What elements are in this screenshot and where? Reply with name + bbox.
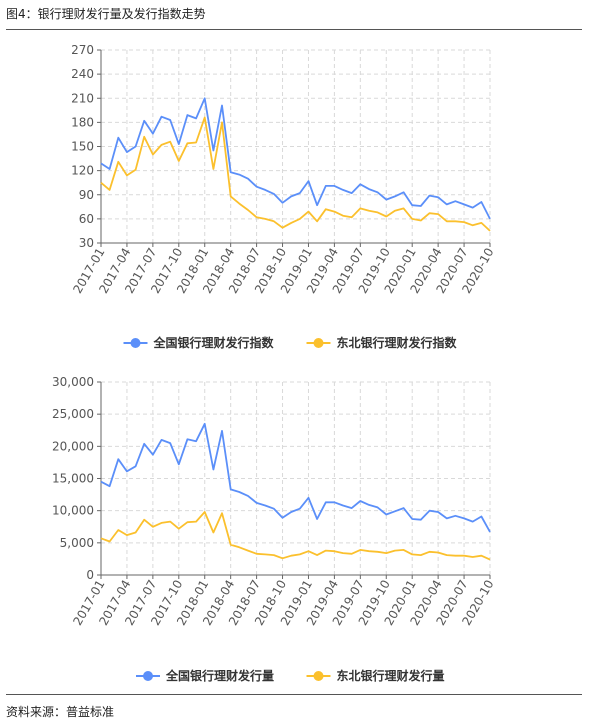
y-tick-label: 180 xyxy=(71,115,94,129)
y-tick-label: 60 xyxy=(79,212,94,226)
bottom-rule xyxy=(6,694,582,695)
legend-item-1[interactable]: 东北银行理财发行量 xyxy=(306,668,445,683)
y-tick-label: 25,000 xyxy=(52,407,94,421)
legend-label: 全国银行理财发行量 xyxy=(165,668,274,683)
y-tick-label: 210 xyxy=(71,91,94,105)
y-tick-label: 270 xyxy=(71,43,94,57)
legend-label: 东北银行理财发行指数 xyxy=(337,335,458,350)
y-tick-label: 20,000 xyxy=(52,439,94,453)
series-line-0 xyxy=(100,422,491,533)
y-tick-label: 5,000 xyxy=(60,536,94,550)
series-line-0 xyxy=(100,97,491,220)
y-tick-label: 90 xyxy=(79,188,94,202)
y-tick-label: 30 xyxy=(79,236,94,250)
series-line-1 xyxy=(100,116,491,232)
y-tick-label: 150 xyxy=(71,140,94,154)
top-rule xyxy=(6,29,582,30)
legend-label: 东北银行理财发行量 xyxy=(337,668,445,683)
y-tick-label: 240 xyxy=(71,67,94,81)
series-line-1 xyxy=(100,511,491,561)
y-tick-label: 10,000 xyxy=(52,504,94,518)
legend-circle-icon xyxy=(313,338,324,348)
legend-circle-icon xyxy=(143,671,153,681)
y-tick-label: 15,000 xyxy=(52,472,94,486)
legend-circle-icon xyxy=(130,338,141,348)
figure-title: 图4：银行理财发行量及发行指数走势 xyxy=(6,7,206,21)
source-note: 资料来源：普益标准 xyxy=(6,705,115,719)
y-tick-label: 0 xyxy=(86,568,94,582)
legend-label: 全国银行理财发行指数 xyxy=(153,335,275,350)
legend-circle-icon xyxy=(313,671,324,681)
legend-item-0[interactable]: 全国银行理财发行指数 xyxy=(123,335,275,350)
y-tick-label: 120 xyxy=(71,164,94,178)
legend-item-0[interactable]: 全国银行理财发行量 xyxy=(136,668,274,683)
legend-item-1[interactable]: 东北银行理财发行指数 xyxy=(306,335,458,350)
y-tick-label: 30,000 xyxy=(52,375,94,389)
